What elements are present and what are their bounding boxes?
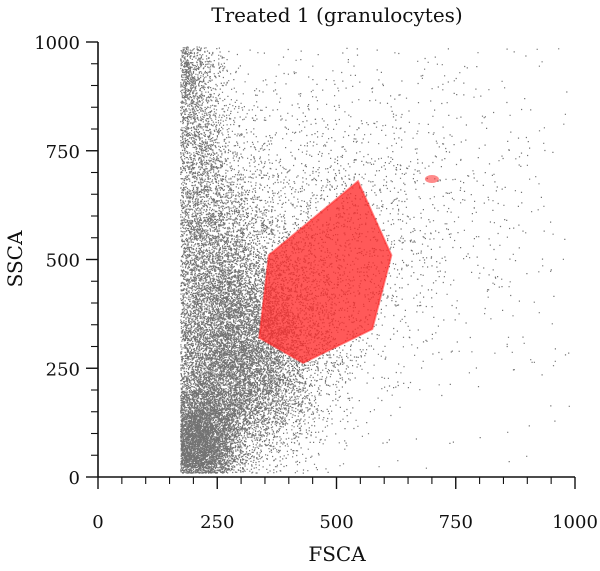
granulocyte-gate	[258, 179, 393, 365]
y-tick-label: 1000	[34, 33, 80, 54]
x-axis-label: FSCA	[308, 542, 366, 566]
y-tick-label: 750	[46, 142, 80, 163]
chart-title: Treated 1 (granulocytes)	[211, 3, 463, 27]
event-dots	[180, 46, 570, 474]
gate-extra-region	[424, 175, 439, 184]
y-tick-label: 250	[46, 359, 80, 380]
y-axis-ticks: 0 250 500 750 1000	[34, 33, 98, 489]
x-tick-label: 250	[200, 512, 234, 533]
y-tick-label: 0	[69, 468, 80, 489]
x-tick-label: 750	[439, 512, 473, 533]
plot-area	[180, 46, 570, 474]
x-axis-ticks: 0 250 500 750 1000	[92, 477, 598, 533]
y-axis-label: SSCA	[3, 230, 27, 287]
x-tick-label: 500	[319, 512, 353, 533]
event-points	[180, 46, 570, 474]
x-tick-label: 0	[92, 512, 103, 533]
gate-extra-spot	[424, 175, 439, 184]
x-tick-label: 1000	[552, 512, 598, 533]
y-tick-label: 500	[46, 251, 80, 272]
